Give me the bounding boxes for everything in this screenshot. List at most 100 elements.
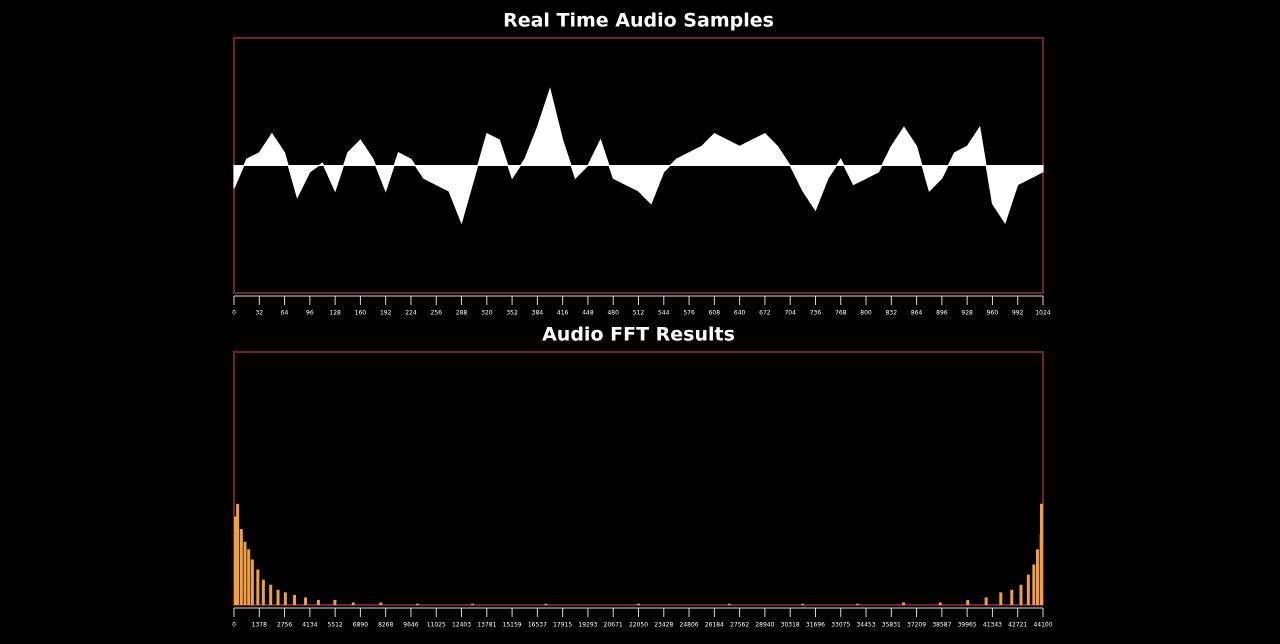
x-tick-label: 416 — [557, 310, 569, 317]
x-tick-label: 42721 — [1008, 622, 1027, 629]
x-tick-label: 864 — [911, 310, 923, 317]
x-tick-label: 768 — [835, 310, 847, 317]
chart-title: Real Time Audio Samples — [503, 10, 774, 32]
x-tick-label: 544 — [658, 310, 670, 317]
bar — [293, 594, 297, 605]
x-tick-label: 16537 — [528, 622, 547, 629]
x-tick-label: 12403 — [452, 622, 471, 629]
bar — [243, 541, 247, 605]
x-tick-label: 35831 — [882, 622, 901, 629]
x-tick-label: 320 — [481, 310, 493, 317]
x-tick-label: 608 — [709, 310, 721, 317]
x-tick-label: 4134 — [302, 622, 317, 629]
x-tick-label: 480 — [607, 310, 619, 317]
x-tick-label: 39965 — [958, 622, 977, 629]
x-tick-label: 22050 — [629, 622, 648, 629]
x-tick-label: 20671 — [604, 622, 623, 629]
bar — [966, 599, 970, 605]
bar — [236, 503, 240, 605]
bar — [637, 603, 640, 605]
bar — [938, 602, 942, 605]
bar — [269, 584, 273, 605]
x-tick-label: 896 — [936, 310, 948, 317]
x-tick-label: 13781 — [477, 622, 496, 629]
x-tick-label: 576 — [683, 310, 695, 317]
x-tick-label: 128 — [329, 310, 341, 317]
x-tick-label: 33075 — [831, 622, 850, 629]
x-tick-label: 37209 — [907, 622, 926, 629]
bar — [333, 599, 337, 605]
bar — [316, 599, 320, 605]
bar — [1040, 503, 1043, 605]
bar — [856, 603, 860, 605]
x-tick-label: 24806 — [680, 622, 699, 629]
x-tick-label: 800 — [860, 310, 872, 317]
bar — [304, 597, 308, 605]
x-tick-label: 2756 — [277, 622, 292, 629]
x-tick-label: 96 — [306, 310, 314, 317]
bar — [984, 597, 988, 605]
x-tick-label: 192 — [380, 310, 392, 317]
x-tick-label: 27562 — [730, 622, 749, 629]
x-tick-label: 448 — [582, 310, 594, 317]
bar — [283, 592, 287, 605]
bar — [250, 559, 254, 605]
x-tick-label: 0 — [232, 622, 236, 629]
x-tick-label: 928 — [961, 310, 973, 317]
x-tick-label: 960 — [987, 310, 999, 317]
x-tick-label: 31696 — [806, 622, 825, 629]
x-tick-label: 19293 — [578, 622, 597, 629]
waveform-area — [233, 87, 1044, 225]
bar — [256, 569, 260, 605]
bar — [1019, 584, 1023, 605]
bar — [544, 603, 548, 605]
x-tick-label: 30318 — [781, 622, 800, 629]
bar — [415, 603, 419, 605]
x-tick-label: 15159 — [503, 622, 522, 629]
x-tick-label: 32 — [255, 310, 263, 317]
bar — [239, 529, 243, 605]
x-tick-label: 736 — [810, 310, 822, 317]
x-tick-label: 256 — [431, 310, 443, 317]
plot-frame — [233, 351, 1044, 606]
x-tick-label: 11025 — [427, 622, 446, 629]
x-tick-label: 512 — [633, 310, 645, 317]
x-tick-label: 992 — [1012, 310, 1024, 317]
x-tick-label: 384 — [532, 310, 544, 317]
bar — [1032, 564, 1036, 605]
x-tick-label: 17915 — [553, 622, 572, 629]
x-tick-label: 64 — [281, 310, 289, 317]
bar — [1010, 589, 1014, 605]
bar — [727, 603, 731, 605]
x-tick-label: 640 — [734, 310, 746, 317]
x-tick-label: 704 — [784, 310, 796, 317]
x-tick-label: 288 — [456, 310, 468, 317]
x-tick-label: 26184 — [705, 622, 724, 629]
bar — [1035, 549, 1039, 605]
bar — [801, 603, 805, 605]
bar — [902, 602, 906, 605]
x-tick-label: 44100 — [1033, 622, 1052, 629]
x-tick-label: 9646 — [403, 622, 418, 629]
x-tick-label: 34453 — [856, 622, 875, 629]
x-tick-label: 28940 — [755, 622, 774, 629]
x-tick-label: 38587 — [932, 622, 951, 629]
x-tick-label: 832 — [886, 310, 898, 317]
x-tick-label: 1378 — [252, 622, 267, 629]
bar — [1026, 574, 1030, 605]
x-tick-label: 672 — [759, 310, 771, 317]
x-tick-label: 1024 — [1035, 310, 1050, 317]
x-tick-label: 23428 — [654, 622, 673, 629]
x-tick-label: 0 — [232, 310, 236, 317]
bar — [379, 602, 383, 605]
x-tick-label: 8268 — [378, 622, 393, 629]
bar — [351, 602, 355, 605]
x-tick-label: 6890 — [353, 622, 368, 629]
x-tick-label: 160 — [355, 310, 367, 317]
bar — [234, 516, 237, 605]
bar — [470, 603, 474, 605]
bar — [261, 579, 265, 605]
x-tick-label: 41343 — [983, 622, 1002, 629]
